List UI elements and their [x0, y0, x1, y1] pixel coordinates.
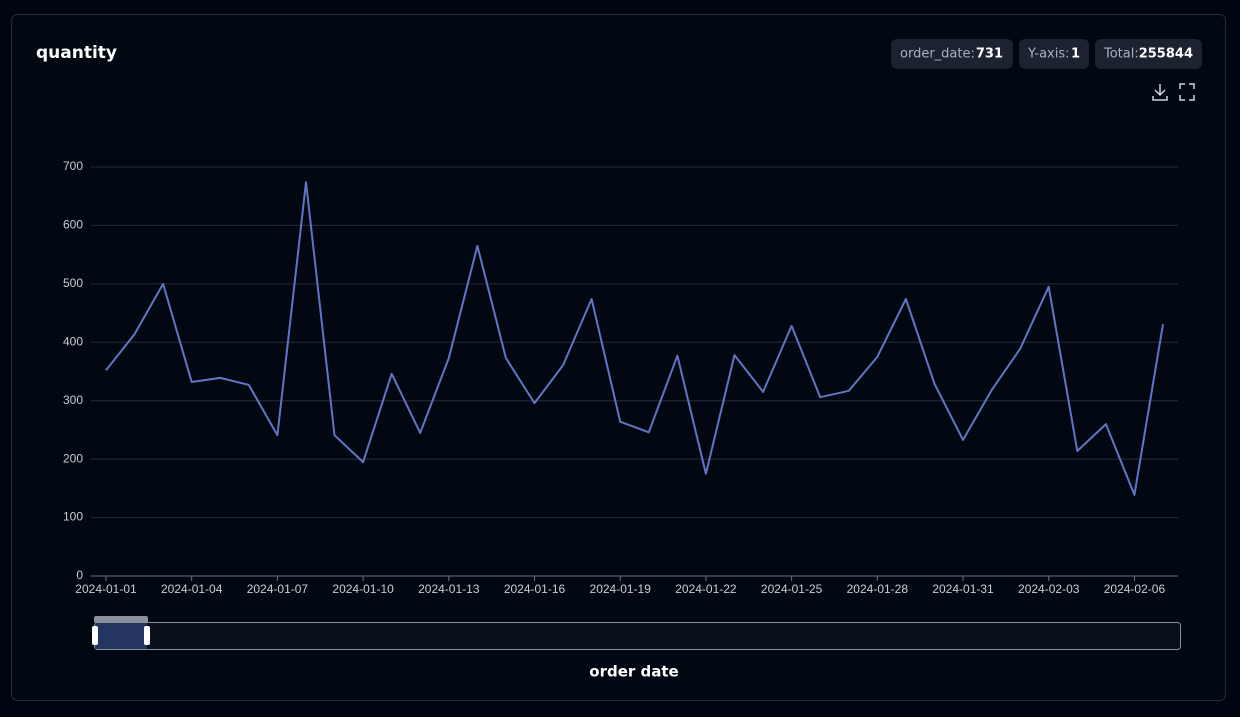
badge-value: 1 [1071, 47, 1080, 62]
minimap-handle[interactable] [144, 626, 150, 645]
badge-value: 731 [976, 47, 1003, 62]
x-tick-label: 2024-01-01 [75, 582, 137, 596]
badge-value: 255844 [1139, 47, 1193, 62]
x-tick-label: 2024-02-06 [1104, 582, 1166, 596]
y-tick-label: 600 [63, 218, 83, 232]
y-tick-label: 100 [63, 510, 83, 524]
badge [1095, 39, 1202, 69]
x-tick-label: 2024-01-19 [590, 582, 652, 596]
x-tick-label: 2024-01-16 [504, 582, 566, 596]
x-tick-label: 2024-01-07 [247, 582, 309, 596]
x-tick-label: 2024-01-04 [161, 582, 223, 596]
x-tick-label: 2024-01-28 [847, 582, 909, 596]
y-tick-label: 0 [76, 568, 83, 582]
y-tick-label: 300 [63, 393, 83, 407]
badge-label: order_date: [900, 47, 975, 62]
badge-label: Y-axis: [1027, 47, 1070, 62]
y-tick-label: 200 [63, 451, 83, 465]
badge [1019, 39, 1089, 69]
chart-title: quantity [36, 43, 117, 63]
y-tick-label: 500 [63, 276, 83, 290]
minimap-handle-bar[interactable] [94, 616, 148, 623]
x-tick-label: 2024-01-13 [418, 582, 480, 596]
minimap-handle[interactable] [92, 626, 98, 645]
x-tick-label: 2024-01-22 [675, 582, 737, 596]
card [11, 14, 1226, 701]
y-tick-label: 700 [63, 159, 83, 173]
fullscreen-icon[interactable] [1179, 83, 1195, 101]
minimap-selection[interactable] [95, 623, 147, 649]
download-icon[interactable] [1152, 84, 1168, 101]
badge-label: Total: [1103, 47, 1139, 62]
line [105, 181, 1164, 496]
x-tick-label: 2024-02-03 [1018, 582, 1080, 596]
x-tick-label: 2024-01-10 [332, 582, 394, 596]
minimap[interactable] [94, 622, 1181, 650]
x-tick-label: 2024-01-25 [761, 582, 823, 596]
y-tick-label: 400 [63, 334, 83, 348]
x-tick-label: 2024-01-31 [932, 582, 994, 596]
x-axis-title: order date [589, 663, 678, 681]
badge [891, 39, 1013, 69]
